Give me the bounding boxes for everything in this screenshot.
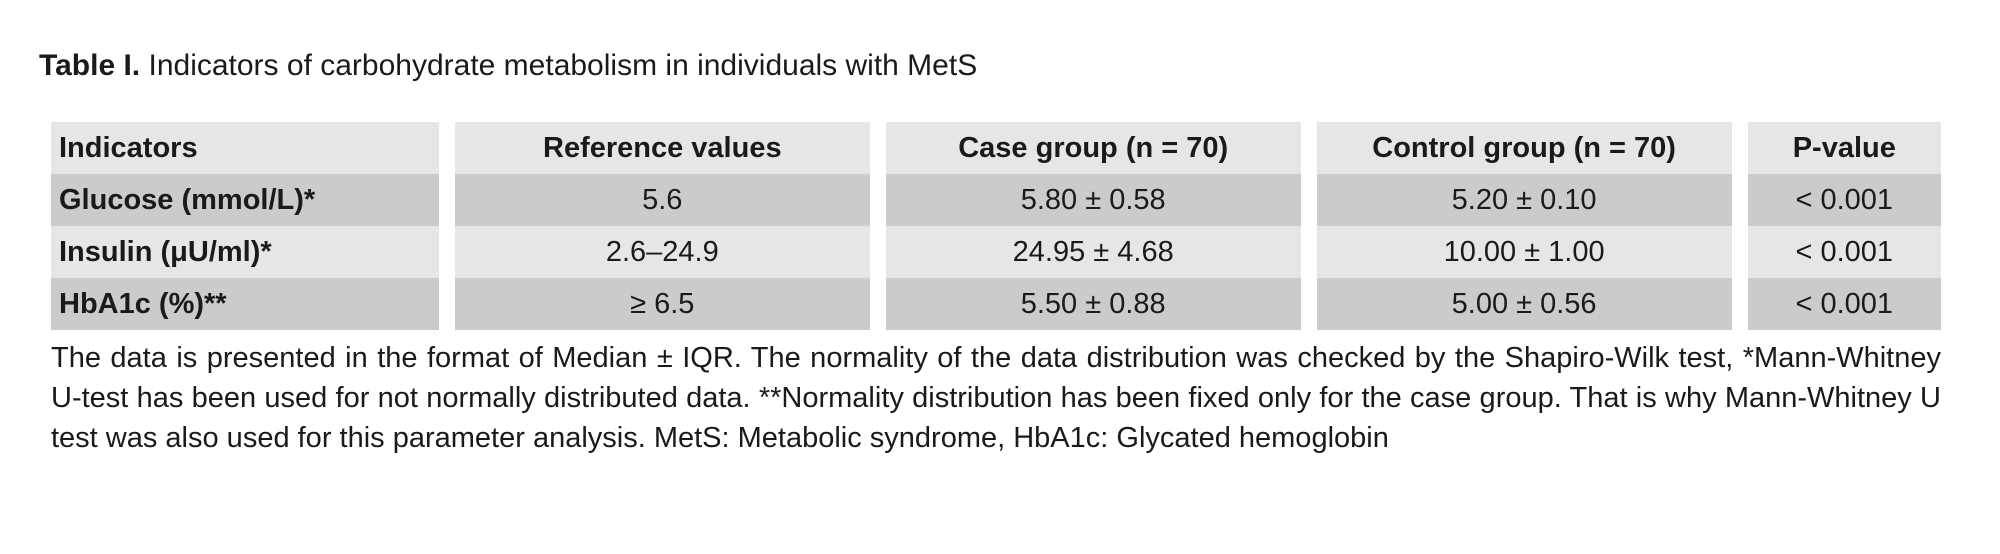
column-header-case-group: Case group (n = 70) <box>885 122 1301 174</box>
data-table-container: Indicators Reference values Case group (… <box>51 122 1941 330</box>
column-header-reference-values: Reference values <box>454 122 870 174</box>
table-cell: 5.6 <box>454 174 870 226</box>
data-table: Indicators Reference values Case group (… <box>35 122 1957 330</box>
table-cell: 5.00 ± 0.56 <box>1316 278 1732 330</box>
table-cell: 24.95 ± 4.68 <box>885 226 1301 278</box>
table-cell: 5.80 ± 0.58 <box>885 174 1301 226</box>
table-row: Insulin (μU/ml)* 2.6–24.9 24.95 ± 4.68 1… <box>51 226 1941 278</box>
table-cell: 10.00 ± 1.00 <box>1316 226 1732 278</box>
table-row: HbA1c (%)** ≥ 6.5 5.50 ± 0.88 5.00 ± 0.5… <box>51 278 1941 330</box>
table-cell: < 0.001 <box>1747 174 1941 226</box>
column-header-indicators: Indicators <box>51 122 439 174</box>
table-cell: < 0.001 <box>1747 278 1941 330</box>
table-caption: Table I. Indicators of carbohydrate meta… <box>39 46 977 86</box>
row-label-insulin: Insulin (μU/ml)* <box>51 226 439 278</box>
row-label-glucose: Glucose (mmol/L)* <box>51 174 439 226</box>
table-cell: 5.50 ± 0.88 <box>885 278 1301 330</box>
table-cell: 5.20 ± 0.10 <box>1316 174 1732 226</box>
table-footnote: The data is presented in the format of M… <box>51 342 1941 454</box>
column-header-control-group: Control group (n = 70) <box>1316 122 1732 174</box>
table-row: Glucose (mmol/L)* 5.6 5.80 ± 0.58 5.20 ±… <box>51 174 1941 226</box>
table-caption-title: Indicators of carbohydrate metabolism in… <box>148 49 978 82</box>
table-cell: 2.6–24.9 <box>454 226 870 278</box>
row-label-hba1c: HbA1c (%)** <box>51 278 439 330</box>
column-header-p-value: P-value <box>1747 122 1941 174</box>
table-caption-label: Table I. <box>39 49 141 82</box>
table-cell: < 0.001 <box>1747 226 1941 278</box>
table-cell: ≥ 6.5 <box>454 278 870 330</box>
table-header-row: Indicators Reference values Case group (… <box>51 122 1941 174</box>
